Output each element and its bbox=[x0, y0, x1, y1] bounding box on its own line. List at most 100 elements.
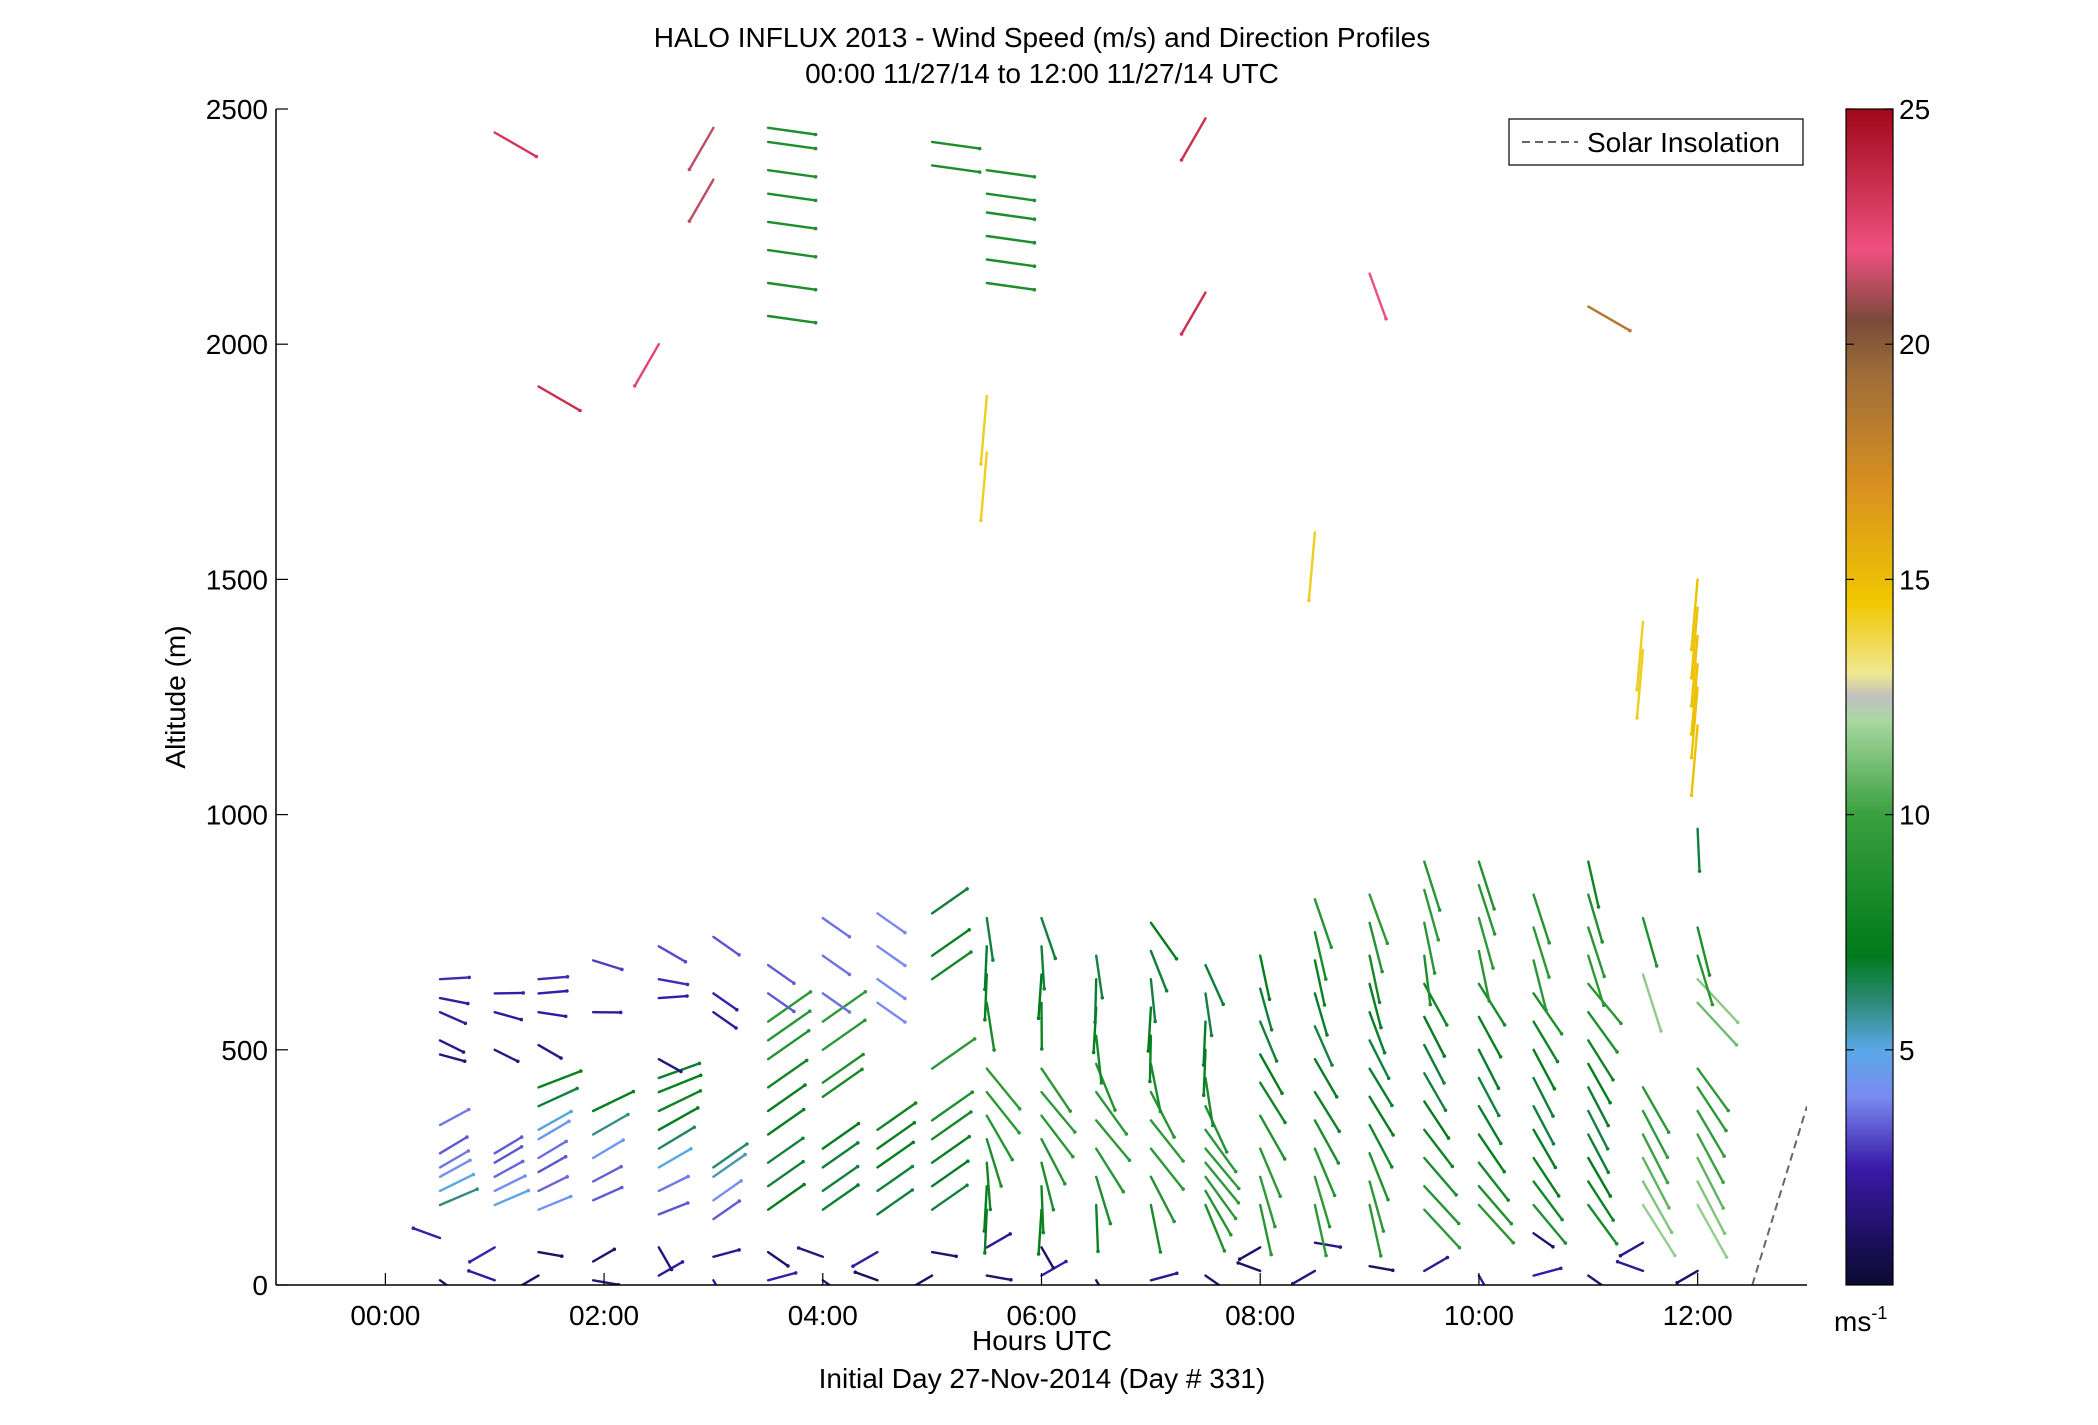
wind-vector bbox=[657, 1057, 683, 1073]
wind-vector bbox=[1423, 888, 1440, 941]
wind-vector bbox=[985, 234, 1036, 244]
wind-vector-tip bbox=[1721, 1206, 1725, 1210]
wind-vector bbox=[930, 1037, 976, 1070]
wind-vector-tip bbox=[467, 1269, 471, 1273]
wind-vector-tip bbox=[969, 950, 973, 954]
wind-vector bbox=[438, 1279, 449, 1285]
wind-vector-tip bbox=[992, 1048, 996, 1052]
wind-vector-tip bbox=[1377, 1000, 1382, 1005]
wind-vector bbox=[1587, 1203, 1618, 1246]
wind-vector-tip bbox=[1710, 1002, 1715, 1007]
wind-vector bbox=[493, 991, 525, 995]
wind-vector bbox=[1236, 1261, 1262, 1273]
wind-vector bbox=[1477, 1015, 1502, 1059]
wind-vector bbox=[591, 1248, 616, 1263]
wind-vector bbox=[537, 1110, 573, 1132]
wind-vector-tip bbox=[972, 1037, 977, 1041]
wind-vector-tip bbox=[801, 1136, 805, 1141]
wind-vector-tip bbox=[855, 1164, 860, 1169]
wind-vector-tip bbox=[1547, 941, 1551, 945]
colorbar-ticks: 5 10 15 20 25 bbox=[1846, 94, 1930, 1066]
wind-vector-tip bbox=[1551, 1114, 1555, 1118]
wind-vector-tip bbox=[1334, 1095, 1339, 1099]
wind-vector-tip bbox=[519, 1135, 524, 1139]
wind-vector bbox=[930, 164, 981, 174]
wind-vector bbox=[1532, 959, 1548, 1012]
wind-vector-tip bbox=[612, 1247, 617, 1252]
wind-vector-tip bbox=[1269, 1028, 1274, 1032]
wind-vector-tip bbox=[1273, 1224, 1277, 1229]
wind-vector bbox=[1616, 1260, 1645, 1273]
wind-vector bbox=[591, 1113, 630, 1136]
wind-vector-tip bbox=[578, 408, 582, 413]
wind-vector-tip bbox=[856, 1141, 860, 1145]
wind-vector-tip bbox=[1445, 1255, 1450, 1260]
wind-vector bbox=[657, 1106, 699, 1132]
wind-vector-tip bbox=[1497, 1113, 1501, 1118]
wind-vector-tip bbox=[565, 1175, 569, 1179]
wind-vector-tip bbox=[1091, 1050, 1096, 1055]
wind-vector bbox=[1532, 1104, 1555, 1146]
wind-vector bbox=[1587, 1156, 1612, 1198]
wind-vector bbox=[537, 975, 569, 981]
wind-vector bbox=[1258, 987, 1273, 1032]
wind-vector bbox=[766, 140, 817, 150]
wind-vector-tip bbox=[1442, 1081, 1446, 1085]
chart-title: HALO INFLUX 2013 - Wind Speed (m/s) and … bbox=[654, 22, 1431, 53]
wind-vector-tip bbox=[523, 1174, 527, 1178]
wind-vector-tip bbox=[618, 1010, 623, 1015]
wind-vector-tip bbox=[1689, 675, 1694, 680]
wind-vector-tip bbox=[620, 1185, 624, 1190]
wind-vector-tip bbox=[1511, 1240, 1515, 1245]
wind-vector bbox=[1635, 620, 1645, 691]
wind-vector-tip bbox=[1051, 1207, 1056, 1212]
wind-vector-tip bbox=[563, 1154, 568, 1159]
wind-vector bbox=[591, 1279, 620, 1285]
wind-vector-tip bbox=[813, 226, 818, 231]
wind-vector bbox=[985, 1067, 1021, 1111]
wind-vector bbox=[467, 1269, 496, 1282]
wind-vector bbox=[1587, 982, 1623, 1025]
wind-vector-tip bbox=[1665, 1180, 1670, 1185]
wind-vector-tip bbox=[519, 1017, 524, 1022]
wind-vector bbox=[1368, 1095, 1395, 1137]
wind-vector-tip bbox=[1236, 1201, 1241, 1205]
wind-vector bbox=[1532, 893, 1551, 944]
wind-vector bbox=[1532, 1180, 1564, 1221]
wind-vector bbox=[1180, 117, 1207, 162]
wind-vector-tip bbox=[669, 1267, 674, 1272]
wind-vector bbox=[766, 1029, 810, 1061]
wind-vector-tip bbox=[1615, 1259, 1620, 1264]
wind-vector bbox=[1037, 973, 1043, 1020]
wind-vector bbox=[1675, 1269, 1699, 1284]
wind-vector-tip bbox=[1324, 1253, 1328, 1258]
wind-vector bbox=[657, 945, 687, 963]
wind-vector bbox=[985, 1232, 1012, 1249]
wind-vector-tip bbox=[1496, 1086, 1501, 1090]
wind-vector bbox=[1587, 1274, 1604, 1285]
wind-vector-tip bbox=[1127, 1158, 1132, 1162]
wind-vector-tip bbox=[1324, 977, 1328, 981]
wind-vector-tip bbox=[1432, 971, 1437, 975]
wind-vector bbox=[1204, 1189, 1233, 1236]
wind-vector-tip bbox=[1009, 1278, 1013, 1282]
wind-vector-tip bbox=[1385, 941, 1390, 945]
x-tick-label: 08:00 bbox=[1225, 1300, 1295, 1331]
wind-vector bbox=[983, 973, 988, 1021]
wind-vector bbox=[930, 1090, 974, 1122]
wind-vector bbox=[1040, 1114, 1075, 1158]
wind-vector-tip bbox=[1148, 1079, 1152, 1084]
wind-vector bbox=[1690, 606, 1699, 679]
wind-vector-tip bbox=[1605, 1147, 1610, 1151]
wind-vector bbox=[1532, 992, 1563, 1036]
wind-vector-tip bbox=[1669, 1230, 1674, 1235]
wind-vector-tip bbox=[1607, 1288, 1611, 1292]
wind-vector-tip bbox=[737, 1199, 742, 1203]
wind-vector-tip bbox=[567, 1119, 571, 1124]
wind-vector-tip bbox=[466, 1149, 471, 1153]
wind-vector bbox=[591, 1165, 623, 1183]
wind-vector-tip bbox=[1063, 1182, 1067, 1186]
wind-vector bbox=[1094, 1279, 1101, 1285]
wind-vector-tip bbox=[1032, 217, 1037, 221]
wind-vector-tip bbox=[1108, 1221, 1113, 1226]
